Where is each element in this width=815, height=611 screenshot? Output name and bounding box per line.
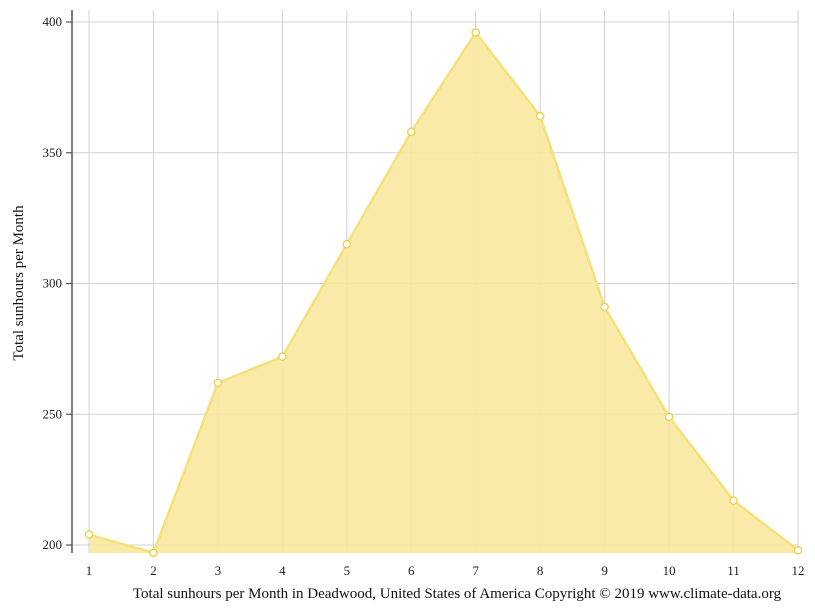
y-axis-title: Total sunhours per Month [11,205,27,361]
y-tick-label: 400 [43,14,63,29]
data-point [471,28,480,37]
x-tick-label: 5 [344,563,351,578]
area-layer [88,31,799,555]
data-point [84,530,94,539]
y-tick-label: 300 [43,276,63,291]
y-tick-label: 250 [43,406,63,421]
x-tick-label: 9 [601,563,608,578]
x-tick-label: 6 [408,563,415,578]
area-fill [89,32,798,553]
data-point [600,302,609,312]
y-tick-label: 200 [43,537,63,552]
data-point [342,240,352,249]
data-point [793,545,803,555]
y-tick-label: 350 [43,145,63,160]
data-point [278,352,287,361]
axes [66,10,73,553]
x-tick-labels: 1 2 3 4 5 6 7 8 9 10 11 12 [86,563,805,578]
x-tick-label: 1 [86,563,93,578]
data-point [729,496,738,505]
data-point [149,548,158,558]
x-tick-label: 2 [150,563,157,578]
chart-caption: Total sunhours per Month in Deadwood, Un… [133,586,782,602]
data-point [535,111,545,121]
x-tick-label: 10 [663,563,676,578]
x-tick-label: 3 [215,563,222,578]
data-point [664,412,674,422]
y-tick-labels: 200 250 300 350 400 [43,14,63,552]
x-tick-label: 8 [537,563,544,578]
x-tick-label: 12 [792,563,805,578]
data-markers [84,28,803,558]
x-tick-label: 4 [279,563,286,578]
x-tick-label: 7 [472,563,479,578]
x-tick-label: 11 [727,563,740,578]
series-line [88,31,799,555]
data-point [213,378,223,388]
data-point [407,127,416,137]
